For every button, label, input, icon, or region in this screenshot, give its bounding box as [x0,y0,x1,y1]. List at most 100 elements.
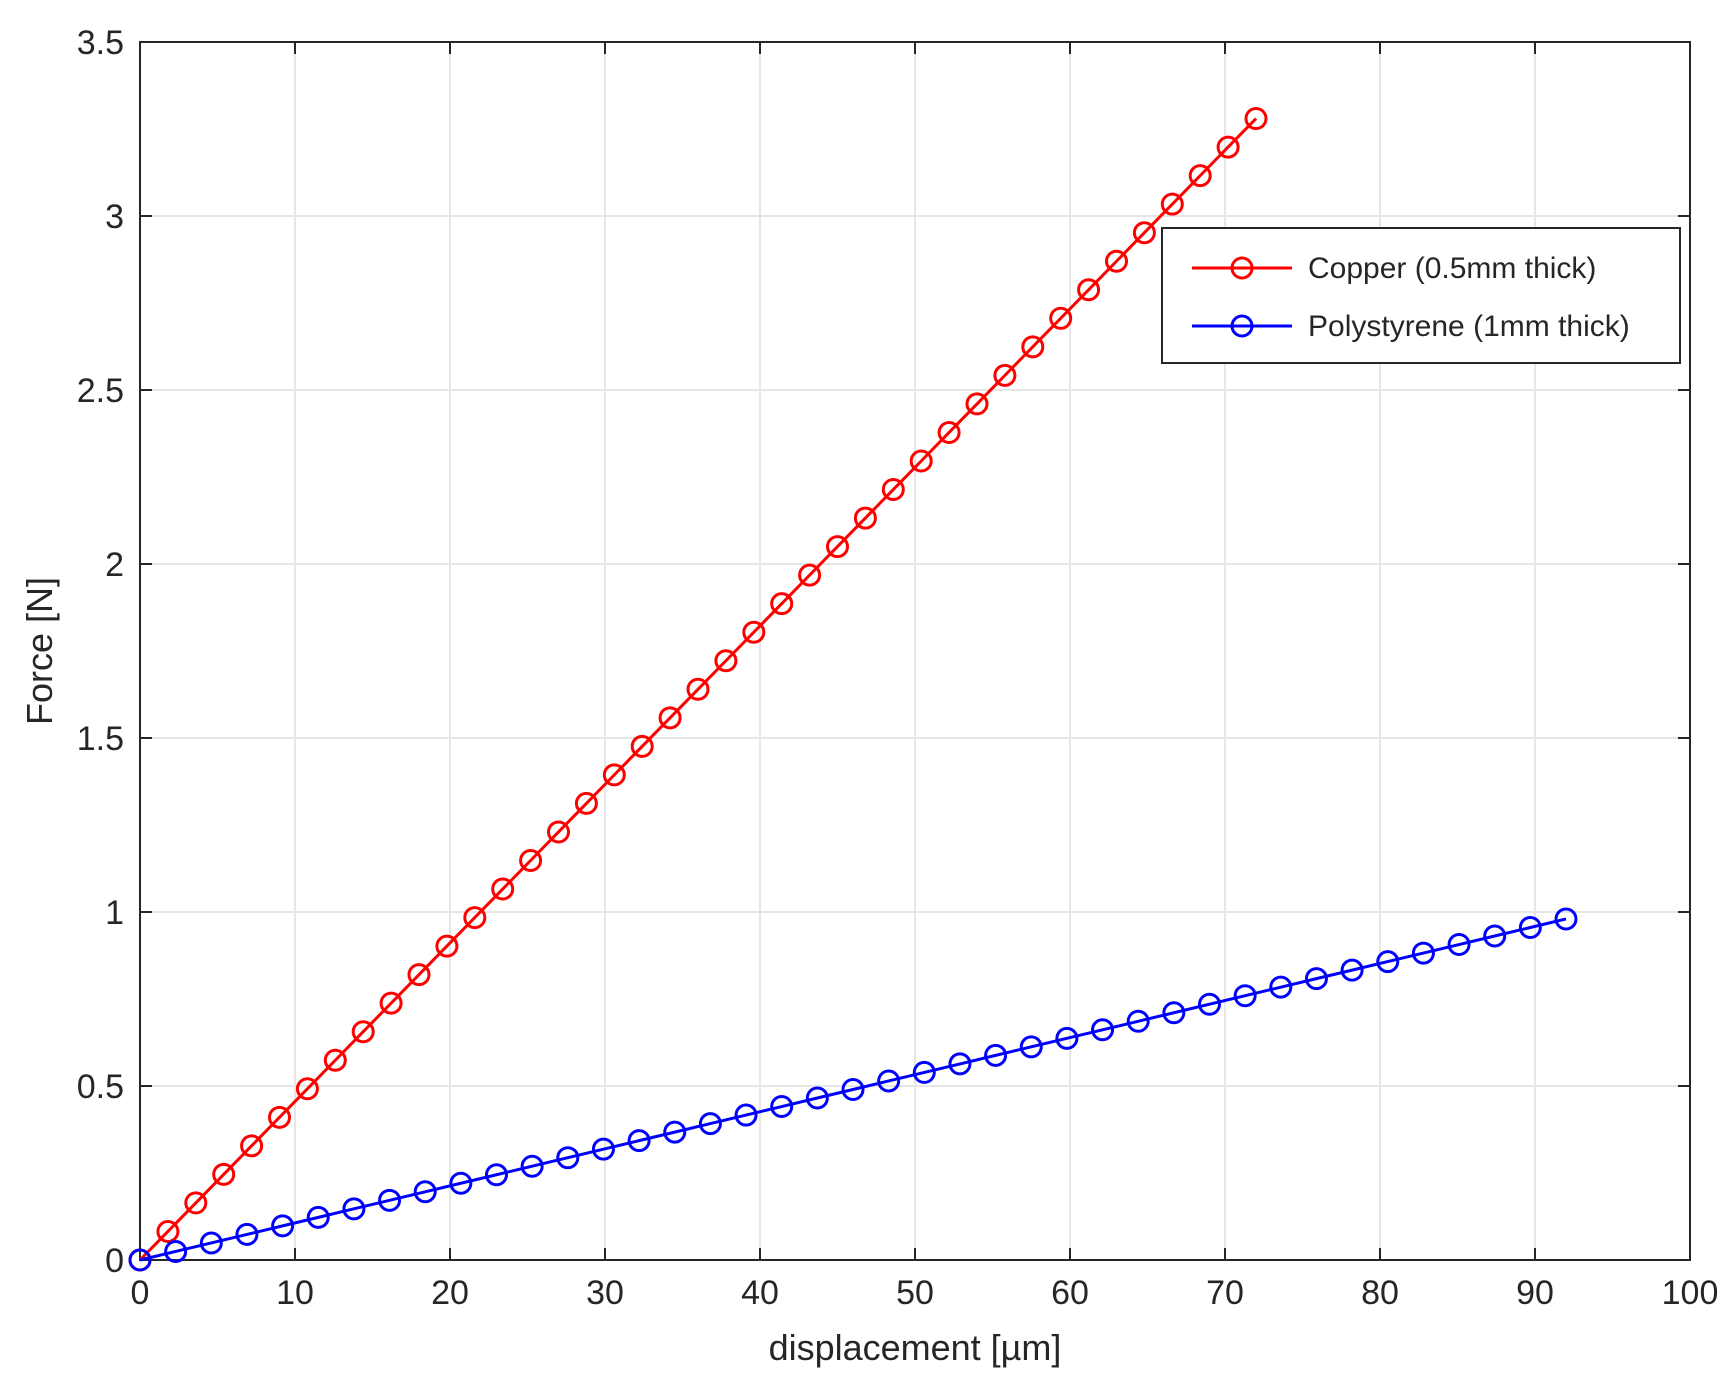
x-tick-label: 90 [1516,1274,1554,1312]
data-point [379,991,403,1015]
data-point [271,1214,295,1238]
axes-frame [139,41,1691,1261]
data-point [805,1086,829,1110]
data-point [378,1188,402,1212]
data-point [351,1020,375,1044]
data-point [1304,967,1328,991]
x-axis-label: displacement [µm] [769,1327,1062,1368]
data-point [948,1052,972,1076]
x-tick-label: 0 [131,1274,150,1312]
data-point [184,1191,208,1215]
data-point [1483,924,1507,948]
data-point [965,392,989,416]
data-point [1132,221,1156,245]
data-point [663,1120,687,1144]
data-point [1447,933,1471,957]
data-point [714,649,738,673]
data-point [156,1219,180,1243]
data-point [1160,192,1184,216]
data-point [1216,135,1240,159]
data-point [1019,1035,1043,1059]
data-point [698,1112,722,1136]
data-point [519,848,543,872]
series-line [138,117,1258,1262]
data-point [1077,278,1101,302]
x-tick-label: 30 [586,1274,624,1312]
data-point [1269,975,1293,999]
series-line [139,917,1567,1262]
data-point [937,420,961,444]
y-tick-label: 2.5 [77,372,124,410]
data-point [128,1248,152,1272]
data-point [686,677,710,701]
y-axis-label: Force [N] [19,577,60,725]
x-tick-label: 70 [1206,1274,1244,1312]
y-tick-label: 3.5 [77,24,124,62]
x-tick-label: 20 [431,1274,469,1312]
x-tick-label: 40 [741,1274,779,1312]
data-point [742,620,766,644]
data-point [520,1154,544,1178]
data-point [1554,907,1578,931]
legend-label: Polystyrene (1mm thick) [1308,310,1630,343]
data-point [1091,1018,1115,1042]
data-point [449,1171,473,1195]
y-tick-label: 3 [105,198,124,236]
data-point [984,1043,1008,1067]
data-point [295,1077,319,1101]
data-point [306,1205,330,1229]
data-point [770,592,794,616]
legend-marker [1230,256,1254,280]
y-tick-label: 1.5 [77,720,124,758]
legend-marker [1230,314,1254,338]
series-1 [128,907,1578,1272]
data-point [413,1180,437,1204]
x-tick-label: 80 [1361,1274,1399,1312]
data-point [1126,1009,1150,1033]
y-tick-label: 1 [105,894,124,932]
data-point [627,1129,651,1153]
y-tick-label: 2 [105,546,124,584]
data-point [1049,306,1073,330]
data-point [826,535,849,559]
data-point [547,820,570,844]
data-point [877,1069,901,1093]
x-tick-label: 60 [1051,1274,1089,1312]
x-tick-label: 50 [896,1274,934,1312]
data-point [770,1095,794,1119]
data-point [909,449,933,473]
data-point [435,934,459,958]
data-point [1376,950,1400,974]
data-point [323,1048,347,1072]
data-point [1340,958,1364,982]
legend: Copper (0.5mm thick) Polystyrene (1mm thi… [1161,227,1681,364]
data-point [602,763,626,787]
data-point [407,963,431,987]
data-point [556,1146,580,1170]
legend-box [1161,227,1681,364]
data-point [1233,984,1257,1008]
data-point [574,791,598,815]
data-point [853,506,877,530]
data-point [240,1134,264,1158]
data-point [212,1162,236,1186]
data-point [1021,335,1045,359]
y-tick-label: 0.5 [77,1068,124,1106]
data-point [268,1105,291,1129]
data-point [1518,915,1542,939]
data-point [798,563,822,587]
x-tick-label: 10 [276,1274,314,1312]
x-tick-label: 100 [1662,1274,1719,1312]
legend-label: Copper (0.5mm thick) [1308,252,1596,285]
data-point [912,1060,936,1084]
data-point [734,1103,758,1127]
data-point [235,1222,259,1246]
data-point [1188,164,1212,188]
data-point [342,1197,366,1221]
tick-labels: 0 10 20 30 40 50 60 70 80 90 100 0 0.5 1 1.5 2 2.5 3 3.5 [77,24,1719,1312]
data-point [1162,1001,1186,1025]
legend-item-1: Polystyrene (1mm thick) [1192,310,1630,343]
legend-item-0: Copper (0.5mm thick) [1192,252,1596,285]
